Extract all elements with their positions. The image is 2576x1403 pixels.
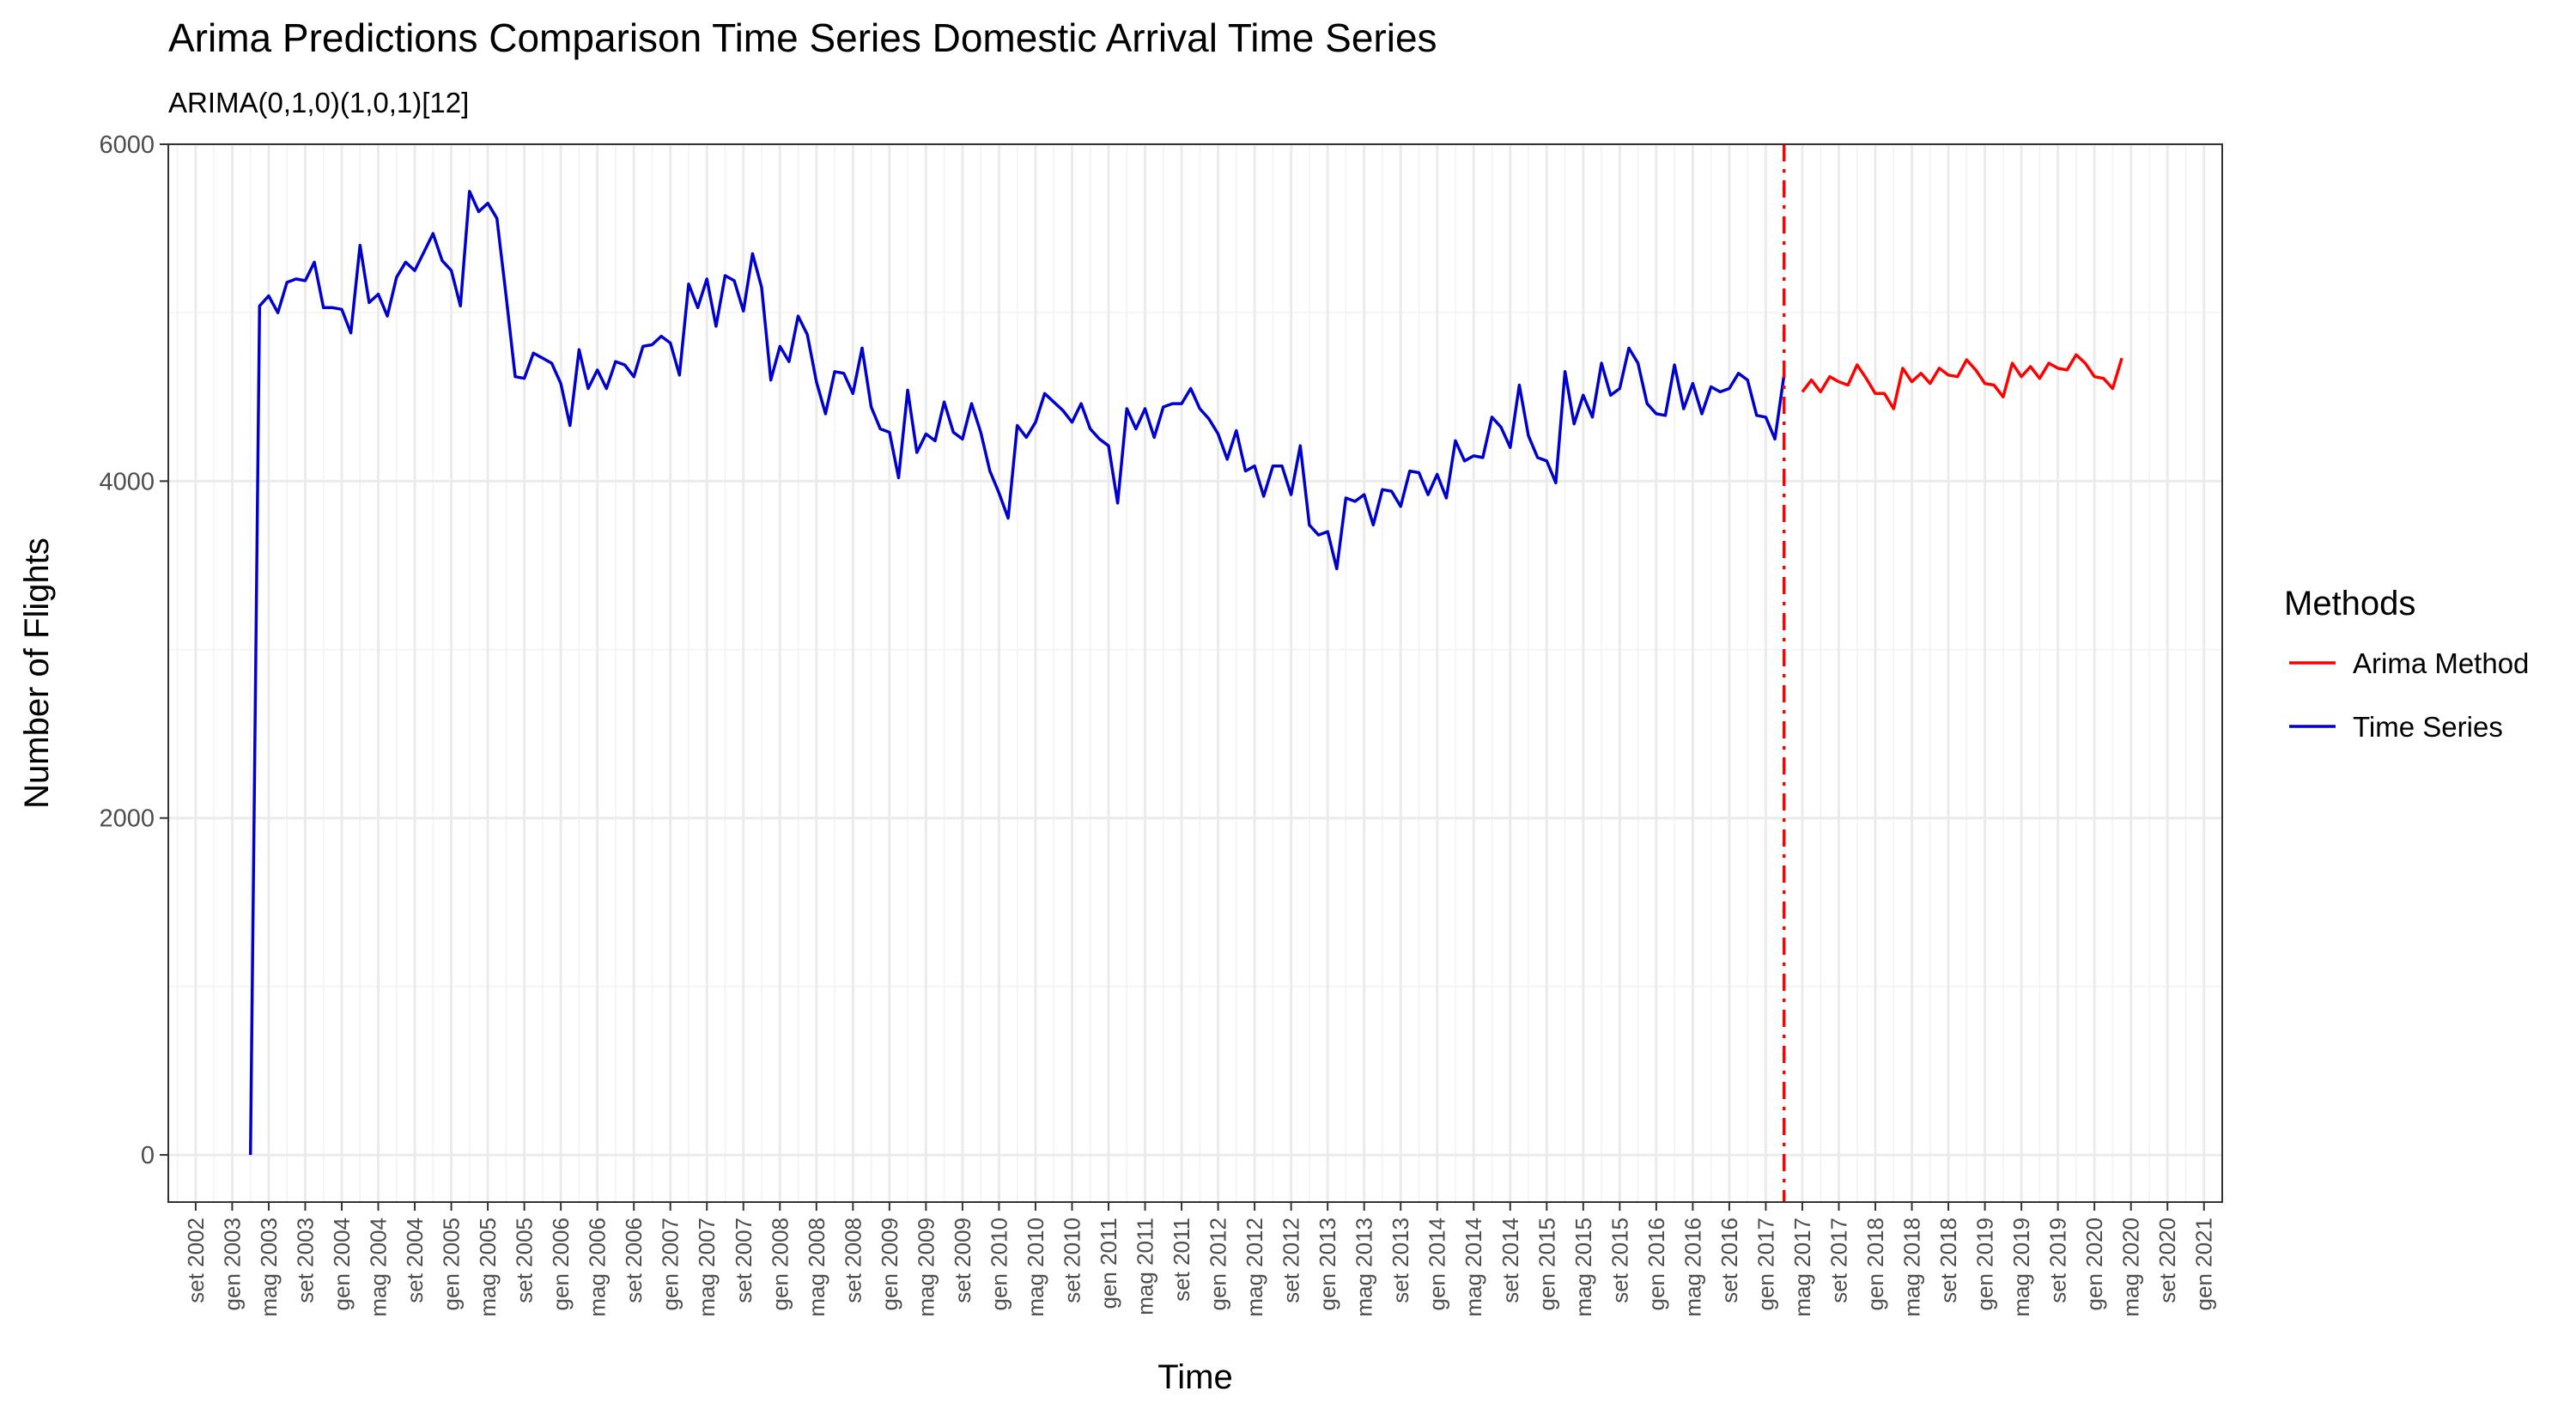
x-tick-label: set 2015 — [1607, 1218, 1632, 1303]
x-tick-label: gen 2013 — [1315, 1218, 1340, 1310]
x-tick-label: gen 2015 — [1534, 1218, 1559, 1310]
gridlines — [168, 143, 2223, 1202]
x-tick-label: gen 2019 — [1972, 1218, 1998, 1310]
x-tick-label: gen 2005 — [439, 1218, 465, 1310]
x-tick-label: set 2013 — [1388, 1218, 1413, 1303]
x-tick-label: gen 2014 — [1425, 1218, 1450, 1310]
y-tick-label: 4000 — [99, 468, 155, 495]
x-tick-label: set 2012 — [1279, 1218, 1304, 1303]
x-tick-label: mag 2007 — [694, 1218, 720, 1317]
x-tick-label: set 2008 — [840, 1218, 866, 1303]
axes: 0 2000 4000 6000 set 2002 gen 2003 mag 2003 set… — [99, 131, 2216, 1317]
x-tick-label: set 2018 — [1935, 1218, 1961, 1303]
series-line-time-series — [248, 190, 1786, 1156]
legend: Methods Arima Method Time Series — [2284, 585, 2529, 743]
x-tick-label: gen 2021 — [2191, 1218, 2217, 1310]
x-tick-label: set 2017 — [1826, 1218, 1851, 1303]
x-tick-label: set 2019 — [2045, 1218, 2071, 1303]
x-tick-label: mag 2012 — [1242, 1218, 1267, 1317]
x-tick-label: mag 2017 — [1789, 1218, 1815, 1317]
x-axis-title: Time — [1157, 1358, 1232, 1396]
x-tick-label: set 2011 — [1169, 1218, 1194, 1302]
x-tick-label: mag 2004 — [366, 1218, 392, 1317]
plot-panel — [168, 144, 2222, 1202]
x-tick-label: gen 2004 — [329, 1218, 355, 1310]
x-tick-label: set 2007 — [731, 1218, 756, 1303]
y-axis-title: Number of Flights — [18, 538, 56, 809]
legend-label-arima-method: Arima Method — [2353, 647, 2529, 679]
x-tick-label: gen 2006 — [548, 1218, 574, 1310]
x-tick-label: gen 2009 — [877, 1218, 902, 1310]
x-tick-label: mag 2018 — [1899, 1218, 1925, 1317]
x-tick-label: set 2006 — [621, 1218, 647, 1303]
legend-title: Methods — [2284, 585, 2415, 623]
x-tick-label: gen 2010 — [986, 1218, 1012, 1310]
x-tick-label: mag 2003 — [256, 1218, 282, 1317]
series-line-arima-method — [1801, 353, 2123, 410]
x-tick-label: mag 2019 — [2008, 1218, 2034, 1317]
plot-border — [167, 143, 2223, 1203]
x-tick-label: mag 2010 — [1023, 1218, 1048, 1317]
x-tick-label: set 2002 — [183, 1218, 209, 1303]
x-tick-label: mag 2013 — [1352, 1218, 1377, 1317]
y-tick-label: 2000 — [99, 805, 155, 833]
x-tick-label: set 2003 — [292, 1218, 318, 1303]
x-tick-label: gen 2012 — [1206, 1218, 1231, 1310]
x-tick-label: gen 2003 — [219, 1218, 245, 1310]
x-tick-label: mag 2008 — [804, 1218, 829, 1317]
chart-title: Arima Predictions Comparison Time Series… — [168, 15, 1437, 60]
x-tick-label: gen 2011 — [1096, 1218, 1121, 1309]
x-tick-label: gen 2020 — [2081, 1218, 2107, 1310]
x-tick-label: set 2020 — [2154, 1218, 2180, 1303]
x-tick-label: gen 2007 — [658, 1218, 683, 1310]
x-tick-label: mag 2009 — [913, 1218, 939, 1317]
series-layer — [248, 144, 2123, 1202]
x-tick-label: gen 2017 — [1753, 1218, 1778, 1310]
x-tick-label: set 2016 — [1716, 1218, 1742, 1303]
x-tick-label: set 2014 — [1498, 1218, 1523, 1303]
x-tick-label: set 2004 — [402, 1218, 428, 1303]
x-tick-label: mag 2005 — [475, 1218, 501, 1317]
x-tick-label: set 2010 — [1059, 1218, 1084, 1303]
y-tick-label: 0 — [141, 1142, 155, 1169]
x-tick-label: mag 2014 — [1461, 1218, 1486, 1317]
x-tick-label: gen 2008 — [767, 1218, 793, 1310]
x-tick-label: mag 2011 — [1133, 1218, 1158, 1315]
x-tick-label: set 2009 — [950, 1218, 975, 1303]
chart-subtitle: ARIMA(0,1,0)(1,0,1)[12] — [168, 87, 469, 118]
y-tick-label: 6000 — [99, 131, 155, 159]
x-tick-label: gen 2018 — [1862, 1218, 1888, 1310]
x-tick-label: gen 2016 — [1643, 1218, 1669, 1310]
x-tick-label: mag 2016 — [1680, 1218, 1705, 1317]
x-tick-label: mag 2015 — [1571, 1218, 1596, 1317]
x-tick-label: mag 2006 — [585, 1218, 611, 1317]
x-tick-label: set 2005 — [512, 1218, 538, 1303]
x-tick-label: mag 2020 — [2118, 1218, 2144, 1317]
legend-label-time-series: Time Series — [2353, 711, 2503, 743]
